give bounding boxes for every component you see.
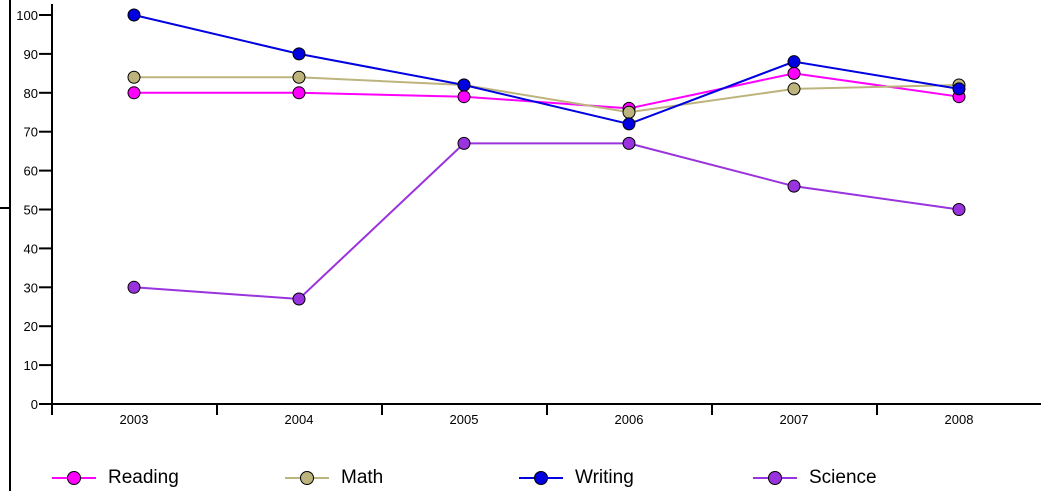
legend-swatch — [283, 470, 331, 486]
data-point-reading — [787, 66, 801, 80]
legend-label: Reading — [108, 466, 179, 488]
legend-swatch — [517, 470, 565, 486]
data-point-science — [622, 136, 636, 150]
chart-series — [127, 8, 966, 306]
y-tick-label: 70 — [24, 125, 38, 140]
x-tick-label: 2004 — [285, 412, 314, 427]
data-point-writing — [457, 78, 471, 92]
y-tick-label: 10 — [24, 358, 38, 373]
legend-swatch — [751, 470, 799, 486]
y-tick-label: 20 — [24, 319, 38, 334]
series-line-writing — [133, 14, 960, 125]
y-tick-label: 40 — [24, 241, 38, 256]
data-point-reading — [127, 86, 141, 100]
x-tick-label: 2006 — [615, 412, 644, 427]
y-tick-label: 30 — [24, 280, 38, 295]
data-point-writing — [622, 117, 636, 131]
legend-label: Science — [809, 466, 877, 488]
legend-label: Math — [341, 466, 384, 488]
y-tick-label: 100 — [16, 8, 38, 23]
y-tick-label: 0 — [31, 397, 38, 412]
x-tick-label: 2008 — [945, 412, 974, 427]
legend-item-math: Math — [283, 464, 383, 491]
series-line-reading — [134, 72, 960, 110]
data-point-science — [292, 292, 306, 306]
data-point-math — [622, 105, 636, 119]
data-point-writing — [787, 55, 801, 69]
data-point-science — [457, 136, 471, 150]
chart-legend: Reading Math Writing Science — [0, 464, 1041, 491]
legend-item-writing: Writing — [517, 464, 634, 491]
series-line-science — [133, 142, 960, 300]
legend-swatch-marker — [768, 470, 782, 485]
x-tick-label: 2007 — [780, 412, 809, 427]
data-point-reading — [457, 90, 471, 104]
data-point-science — [952, 203, 966, 216]
y-tick-label: 50 — [24, 203, 38, 218]
data-point-science — [127, 280, 141, 294]
legend-swatch-marker — [534, 470, 548, 485]
legend-item-reading: Reading — [50, 464, 179, 491]
data-point-writing — [952, 82, 966, 96]
data-point-math — [292, 70, 306, 84]
y-tick-label: 90 — [24, 47, 38, 62]
series-line-math — [134, 76, 960, 114]
y-tick-label: 80 — [24, 86, 38, 101]
legend-swatch-marker — [67, 470, 81, 485]
x-tick-label: 2003 — [120, 412, 149, 427]
data-point-math — [127, 70, 141, 84]
y-tick-label: 60 — [24, 164, 38, 179]
legend-swatch — [50, 470, 98, 486]
data-point-reading — [292, 86, 306, 100]
data-point-writing — [127, 8, 141, 22]
data-point-writing — [292, 47, 306, 61]
data-point-math — [787, 82, 801, 96]
legend-swatch-marker — [300, 470, 314, 485]
legend-item-science: Science — [751, 464, 877, 491]
x-tick-label: 2005 — [450, 412, 479, 427]
legend-label: Writing — [575, 466, 634, 488]
data-point-science — [787, 179, 801, 193]
